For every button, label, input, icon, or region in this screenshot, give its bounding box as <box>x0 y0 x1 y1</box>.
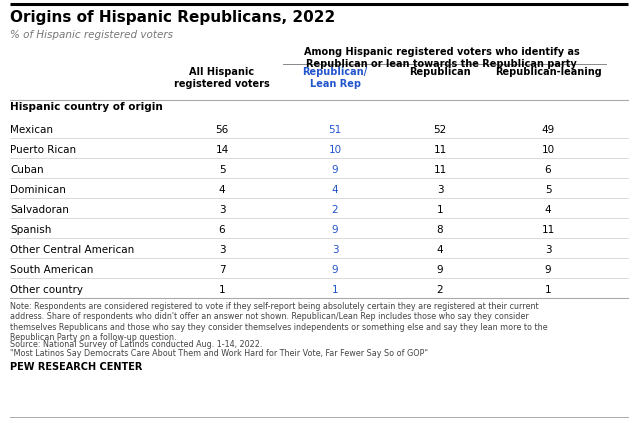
Text: 9: 9 <box>332 265 339 275</box>
Text: Note: Respondents are considered registered to vote if they self-report being ab: Note: Respondents are considered registe… <box>10 302 548 342</box>
Text: Mexican: Mexican <box>10 125 53 135</box>
Text: 14: 14 <box>216 145 228 155</box>
Text: 2: 2 <box>332 205 339 215</box>
Text: 3: 3 <box>545 245 551 255</box>
Text: 56: 56 <box>216 125 228 135</box>
Text: 1: 1 <box>545 285 551 295</box>
Text: Other country: Other country <box>10 285 83 295</box>
Text: Salvadoran: Salvadoran <box>10 205 69 215</box>
Text: Other Central American: Other Central American <box>10 245 134 255</box>
Text: 4: 4 <box>545 205 551 215</box>
Text: 5: 5 <box>545 185 551 195</box>
Text: 5: 5 <box>219 165 225 175</box>
Text: 3: 3 <box>219 245 225 255</box>
Text: 3: 3 <box>436 185 444 195</box>
Text: Cuban: Cuban <box>10 165 44 175</box>
Text: 52: 52 <box>433 125 447 135</box>
Text: 2: 2 <box>436 285 444 295</box>
Text: 3: 3 <box>219 205 225 215</box>
Text: 9: 9 <box>332 225 339 235</box>
Text: Source: National Survey of Latinos conducted Aug. 1-14, 2022.: Source: National Survey of Latinos condu… <box>10 340 262 349</box>
Text: 49: 49 <box>541 125 555 135</box>
Text: "Most Latinos Say Democrats Care About Them and Work Hard for Their Vote, Far Fe: "Most Latinos Say Democrats Care About T… <box>10 349 428 358</box>
Text: Puerto Rican: Puerto Rican <box>10 145 76 155</box>
Text: 4: 4 <box>219 185 225 195</box>
Text: 9: 9 <box>332 165 339 175</box>
Text: 3: 3 <box>332 245 339 255</box>
Text: 6: 6 <box>219 225 225 235</box>
Text: Dominican: Dominican <box>10 185 66 195</box>
Text: Republican: Republican <box>409 67 471 77</box>
Text: 4: 4 <box>332 185 339 195</box>
Text: 11: 11 <box>433 165 447 175</box>
Text: 10: 10 <box>541 145 555 155</box>
Text: 1: 1 <box>219 285 225 295</box>
Text: % of Hispanic registered voters: % of Hispanic registered voters <box>10 30 173 40</box>
Text: Spanish: Spanish <box>10 225 51 235</box>
Text: PEW RESEARCH CENTER: PEW RESEARCH CENTER <box>10 362 142 372</box>
Text: Among Hispanic registered voters who identify as
Republican or lean towards the : Among Hispanic registered voters who ide… <box>303 47 579 69</box>
Text: 4: 4 <box>436 245 444 255</box>
Text: Origins of Hispanic Republicans, 2022: Origins of Hispanic Republicans, 2022 <box>10 10 335 25</box>
Text: Hispanic country of origin: Hispanic country of origin <box>10 102 163 112</box>
Text: 1: 1 <box>332 285 339 295</box>
Text: 6: 6 <box>545 165 551 175</box>
Text: 1: 1 <box>436 205 444 215</box>
Text: All Hispanic
registered voters: All Hispanic registered voters <box>174 67 270 88</box>
Text: South American: South American <box>10 265 93 275</box>
Text: 8: 8 <box>436 225 444 235</box>
Text: Republican/
Lean Rep: Republican/ Lean Rep <box>303 67 367 88</box>
Text: 11: 11 <box>541 225 555 235</box>
Text: 10: 10 <box>328 145 342 155</box>
Text: Republican-leaning: Republican-leaning <box>495 67 602 77</box>
Text: 9: 9 <box>545 265 551 275</box>
Text: 11: 11 <box>433 145 447 155</box>
Text: 9: 9 <box>436 265 444 275</box>
Text: 51: 51 <box>328 125 342 135</box>
Text: 7: 7 <box>219 265 225 275</box>
